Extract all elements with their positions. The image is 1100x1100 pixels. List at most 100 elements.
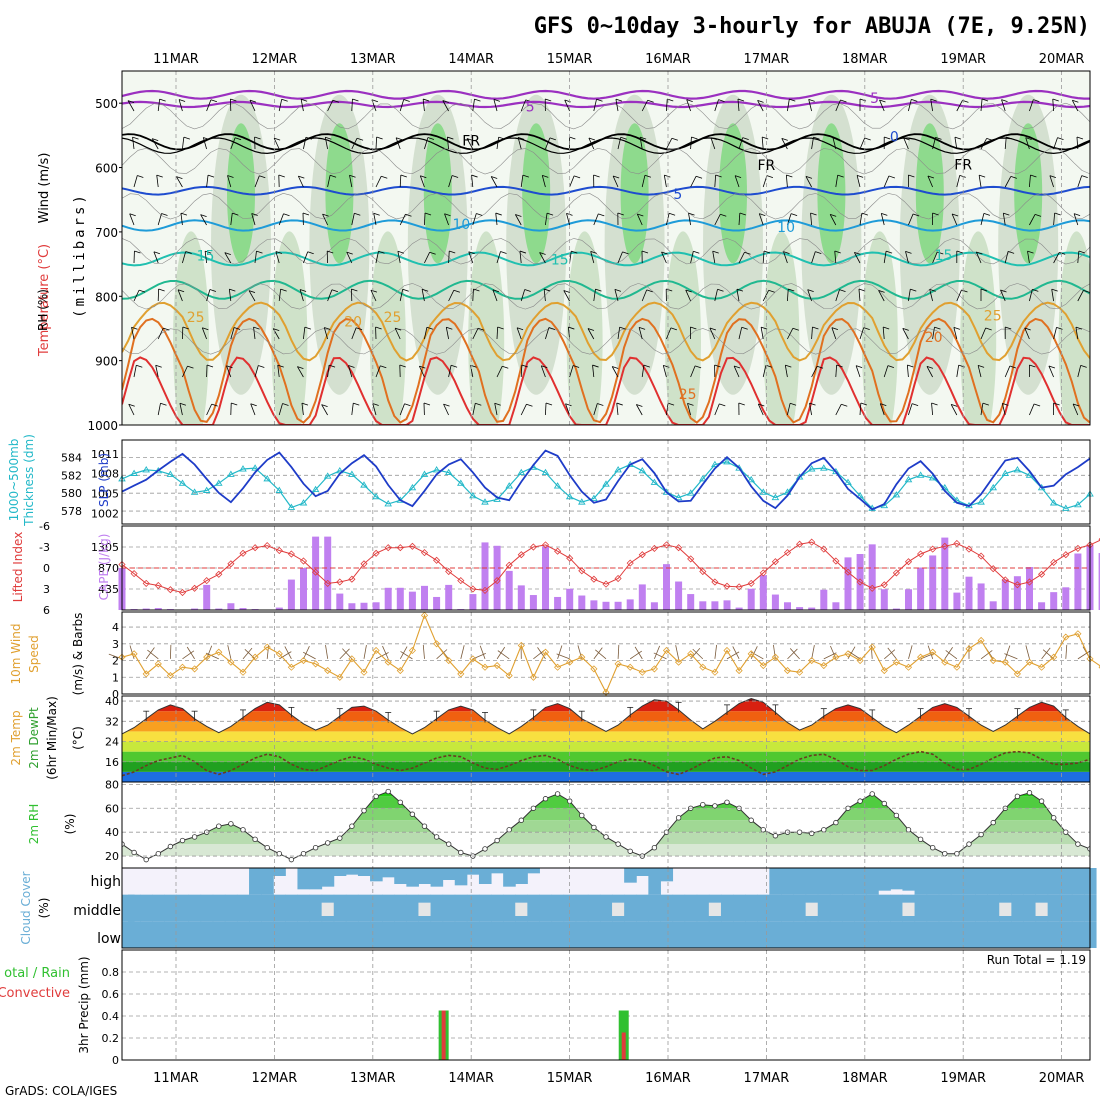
wind-barb-flag [855, 365, 863, 369]
contour-label: 15 [551, 253, 569, 269]
temp-band [122, 711, 1090, 722]
cape-bar [215, 608, 223, 610]
y-tick-label: 24 [105, 736, 119, 749]
wind-barb-flag [419, 365, 426, 369]
thickness-point [541, 468, 550, 476]
cloud-gap [515, 902, 528, 916]
wind-barb [1029, 175, 1031, 188]
contour-line [122, 301, 1090, 362]
wind-barb-flag [153, 251, 161, 255]
wind-barb [783, 251, 788, 264]
wind-barb [253, 327, 256, 340]
wind-barb-flag [981, 98, 989, 102]
wind-barb-flag [180, 212, 188, 216]
cloud-bar [890, 868, 903, 890]
cloud-bar [442, 894, 456, 922]
wind-barb [641, 100, 649, 112]
wind-barb-flag [450, 364, 458, 368]
cloud-bar [926, 868, 940, 895]
thickness-point [602, 480, 610, 487]
cloud-bar [333, 921, 347, 948]
wind-barb-flag [685, 289, 692, 293]
cloud-bar [769, 921, 782, 948]
thickness-point [348, 470, 356, 477]
wind-barb [375, 136, 378, 150]
cloud-bar [236, 921, 250, 948]
wind-barb [520, 364, 523, 378]
wind-barb-flag [521, 364, 528, 368]
cloud-bar [866, 921, 879, 948]
rh-band [122, 856, 1090, 868]
wind-barb [926, 366, 933, 378]
wind-barb-flag [588, 137, 596, 141]
li-point [336, 578, 344, 586]
wind-point [275, 650, 283, 658]
wind-point [747, 650, 755, 658]
wind-barb-flag [491, 176, 498, 179]
wind-barb-flag [205, 250, 212, 254]
rh-point [651, 844, 658, 851]
wind-barb [397, 251, 401, 264]
wind-barb [975, 251, 982, 264]
thickness-point [396, 496, 405, 503]
wind-barb [543, 289, 546, 302]
wind-barb-flag [932, 212, 939, 216]
rh-point [700, 801, 706, 808]
wind-barb [761, 137, 764, 150]
wind-barb-flag [473, 288, 480, 292]
rh-point [446, 841, 452, 847]
wind-barb-flag [380, 365, 387, 369]
wind-barb [882, 327, 885, 340]
wind-barb [520, 289, 526, 302]
cloud-bar [926, 921, 940, 948]
li-point [529, 543, 537, 551]
rh-point [760, 827, 766, 833]
cape-bar [481, 542, 489, 610]
rh-point [300, 850, 307, 857]
wind-barb [436, 649, 448, 660]
wind-barb-flag [1000, 289, 1007, 293]
cloud-bar [636, 921, 649, 948]
date-label: 11MAR [153, 1071, 199, 1086]
cape-bar [771, 594, 779, 610]
wind-barb-flag [249, 99, 257, 103]
temp-band [122, 741, 1090, 752]
wind-barb [980, 403, 984, 416]
wind-barb [1053, 137, 1058, 150]
cloud-bar [914, 894, 928, 922]
cloud-bar [696, 894, 710, 922]
wind-barb-flag [736, 288, 744, 292]
li-point [880, 581, 888, 589]
wind-barb-flag [837, 174, 844, 178]
wind-barb-flag [203, 137, 210, 140]
contour-label: 25 [679, 387, 697, 403]
wind-barb-flag [813, 136, 820, 140]
date-label: 18MAR [842, 1071, 888, 1086]
wind-point [529, 673, 537, 681]
cloud-bar [224, 921, 238, 948]
wind-barb-flag [1032, 288, 1039, 292]
cloud-bar [454, 894, 468, 922]
li-point [735, 583, 743, 591]
wind-barb-flag [468, 251, 475, 255]
wind-barb-flag [982, 402, 990, 406]
wind-point [215, 648, 223, 656]
wind-barb-flag [907, 364, 914, 368]
thickness-point [190, 488, 199, 495]
wind-barb-flag [356, 137, 364, 141]
wind-barb-flag [884, 136, 891, 140]
cloud-bar [503, 921, 516, 948]
wind-barb-flag [563, 290, 570, 293]
upper-units-label: (millibars) [72, 192, 88, 318]
wind-barb [666, 403, 669, 416]
cloud-bar [357, 894, 371, 922]
wind-barb [422, 99, 425, 112]
wind-barb [182, 251, 187, 264]
cloud-bar [1011, 894, 1024, 922]
wind-barb [811, 327, 813, 340]
wind-barb-flag [525, 99, 532, 103]
cloud-bar [975, 868, 988, 895]
cape-bar [324, 536, 332, 610]
wind-barb [443, 403, 449, 416]
cloud-bar [999, 868, 1012, 895]
